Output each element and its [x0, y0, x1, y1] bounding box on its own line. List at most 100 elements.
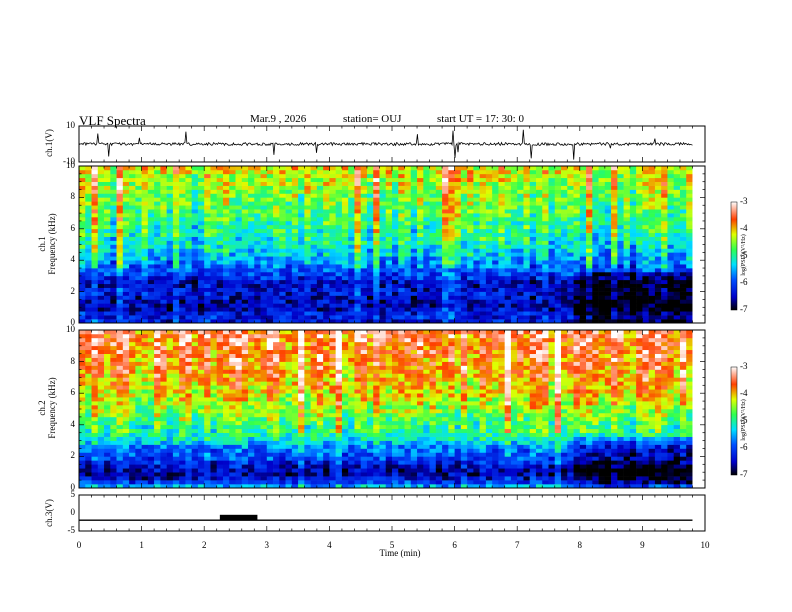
spectrogram-cell	[473, 248, 480, 253]
spectrogram-cell	[561, 201, 568, 206]
spectrogram-cell	[598, 244, 606, 249]
spectrogram-cell	[379, 311, 387, 316]
spectrogram-cell	[667, 220, 674, 226]
spectrogram-cell	[241, 315, 249, 320]
spectrogram-cell	[467, 279, 474, 285]
spectrogram-cell	[154, 205, 161, 210]
spectrogram-cell	[398, 193, 405, 198]
spectrogram-cell	[273, 287, 280, 292]
spectrogram-cell	[404, 240, 412, 245]
spectrogram-cell	[248, 271, 255, 277]
spectrogram-cell	[160, 319, 167, 324]
spectrogram-cell	[154, 201, 161, 206]
spectrogram-cell	[91, 248, 99, 253]
spectrogram-cell	[323, 299, 330, 304]
spectrogram-cell	[404, 256, 412, 261]
spectrogram-cell	[442, 283, 449, 288]
spectrogram-cell	[79, 389, 86, 394]
spectrogram-cell	[567, 177, 574, 182]
spectrogram-cell	[266, 189, 274, 194]
spectrogram-cell	[661, 217, 668, 222]
spectrogram-cell	[204, 432, 211, 437]
spectrogram-cell	[385, 283, 393, 288]
spectrogram-cell	[661, 268, 668, 273]
spectrogram-cell	[97, 460, 105, 465]
spectrogram-cell	[373, 283, 380, 288]
spectrogram-cell	[604, 193, 612, 198]
spectrogram-cell	[141, 349, 149, 354]
spectrogram-cell	[104, 436, 111, 441]
spectrogram-cell	[166, 412, 174, 418]
spectrogram-cell	[185, 307, 192, 312]
spectrogram-cell	[291, 193, 299, 198]
spectrogram-cell	[435, 173, 443, 179]
spectrogram-cell	[467, 299, 474, 304]
spectrogram-cell	[623, 166, 631, 171]
spectrogram-cell	[273, 283, 280, 288]
spectrogram-cell	[310, 299, 318, 304]
spectrogram-cell	[642, 307, 649, 312]
spectrogram-cell	[435, 279, 443, 285]
spectrogram-cell	[248, 260, 255, 265]
spectrogram-cell	[329, 209, 336, 214]
spectrogram-cell	[79, 369, 86, 374]
spectrogram-cell	[686, 260, 693, 265]
spectrogram-cell	[191, 279, 199, 285]
spectrogram-cell	[254, 275, 261, 281]
spectrogram-cell	[129, 181, 136, 186]
spectrogram-cell	[160, 201, 167, 206]
spectrogram-cell	[629, 205, 637, 210]
spectrogram-cell	[460, 287, 468, 292]
spectrogram-cell	[135, 279, 142, 285]
spectrogram-cell	[366, 319, 374, 324]
spectrogram-cell	[385, 169, 393, 175]
spectrogram-cell	[210, 244, 218, 249]
spectrogram-cell	[335, 193, 343, 198]
spectrogram-cell	[442, 275, 449, 281]
spectrogram-cell	[141, 369, 149, 374]
spectrogram-cell	[141, 268, 149, 273]
spectrogram-cell	[122, 217, 130, 222]
spectrogram-cell	[667, 271, 674, 277]
spectrogram-cell	[385, 185, 393, 190]
spectrogram-cell	[191, 452, 199, 457]
spectrogram-cell	[435, 319, 443, 324]
spectrogram-cell	[241, 397, 249, 402]
spectrogram-cell	[454, 311, 462, 316]
spectrogram-cell	[554, 287, 562, 292]
spectrogram-cell	[329, 283, 336, 288]
spectrogram-cell	[154, 468, 161, 473]
spectrogram-cell	[323, 240, 330, 245]
spectrogram-cell	[197, 369, 205, 374]
spectrogram-cell	[147, 401, 155, 406]
spectrogram-cell	[316, 213, 324, 218]
spectrogram-cell	[673, 252, 681, 257]
spectrogram-cell	[604, 185, 612, 190]
spectrogram-cell	[191, 345, 199, 351]
spectrogram-cell	[235, 436, 243, 441]
spectrogram-cell	[561, 299, 568, 304]
spectrogram-cell	[517, 169, 524, 175]
spectrogram-cell	[667, 287, 674, 292]
spectrogram-cell	[617, 271, 624, 277]
spectrogram-cell	[172, 349, 180, 354]
spectrogram-cell	[598, 252, 606, 257]
spectrogram-cell	[454, 224, 462, 230]
spectrogram-cell	[85, 291, 92, 296]
spectrogram-cell	[661, 185, 668, 190]
spectrogram-cell	[248, 197, 255, 202]
spectrogram-cell	[291, 283, 299, 288]
spectrogram-cell	[241, 428, 249, 433]
spectrogram-cell	[166, 389, 174, 394]
spectrogram-cell	[222, 349, 230, 354]
spectrogram-cell	[147, 177, 155, 182]
spectrogram-cell	[116, 369, 124, 374]
spectrogram-cell	[648, 240, 656, 245]
spectrogram-cell	[348, 275, 355, 281]
spectrogram-cell	[298, 169, 305, 175]
spectrogram-cell	[304, 220, 311, 226]
spectrogram-cell	[122, 209, 130, 214]
spectrogram-cell	[561, 271, 568, 277]
spectrogram-cell	[104, 291, 111, 296]
spectrogram-cell	[279, 252, 286, 257]
